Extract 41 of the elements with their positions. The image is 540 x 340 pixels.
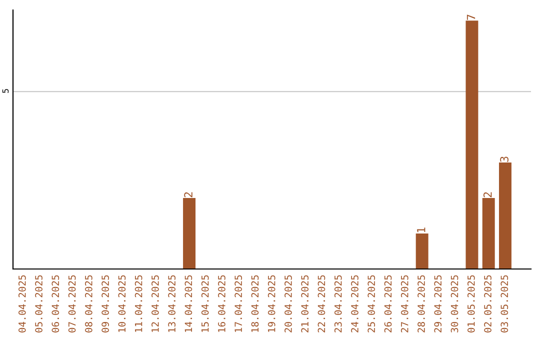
x-tick-label: 06.04.2025 bbox=[52, 275, 60, 332]
bar bbox=[466, 20, 478, 269]
x-tick-label: 13.04.2025 bbox=[168, 275, 176, 332]
x-tick-label: 24.04.2025 bbox=[351, 275, 358, 332]
x-tick-label: 03.05.2025 bbox=[500, 275, 508, 332]
x-tick-label: 25.04.2025 bbox=[368, 275, 376, 332]
data-label: 2 bbox=[483, 192, 492, 198]
bar bbox=[498, 162, 512, 269]
x-tick-label: 09.04.2025 bbox=[102, 275, 109, 332]
x-tick-label: 17.04.2025 bbox=[234, 275, 242, 332]
x-tick-label: 30.04.2025 bbox=[450, 275, 458, 332]
x-tick-label: 22.04.2025 bbox=[318, 275, 326, 332]
x-tick-label: 01.05.2025 bbox=[467, 275, 475, 332]
x-tick-label: 21.04.2025 bbox=[301, 275, 309, 332]
bar bbox=[183, 198, 196, 269]
x-tick-label: 23.04.2025 bbox=[334, 275, 342, 332]
x-tick-label: 29.04.2025 bbox=[434, 275, 442, 332]
data-label: 1 bbox=[417, 228, 426, 232]
x-tick-label: 28.04.2025 bbox=[418, 275, 425, 332]
x-tick-label: 19.04.2025 bbox=[268, 275, 276, 332]
x-tick-label: 05.04.2025 bbox=[35, 275, 42, 332]
bar bbox=[482, 198, 495, 269]
data-label: 3 bbox=[500, 156, 508, 162]
x-tick-label: 07.04.2025 bbox=[68, 275, 76, 332]
x-tick-label: 20.04.2025 bbox=[284, 275, 292, 332]
y-tick-label: 5 bbox=[2, 89, 9, 93]
bar bbox=[416, 234, 428, 269]
x-tick-label: 12.04.2025 bbox=[152, 275, 159, 332]
x-tick-label: 10.04.2025 bbox=[118, 275, 126, 332]
x-tick-label: 18.04.2025 bbox=[251, 275, 259, 332]
x-tick-label: 14.04.2025 bbox=[184, 275, 192, 332]
x-tick-label: 04.04.2025 bbox=[18, 275, 26, 332]
x-tick-label: 16.04.2025 bbox=[218, 275, 226, 332]
x-tick-label: 15.04.2025 bbox=[201, 275, 209, 332]
x-tick-label: 27.04.2025 bbox=[400, 275, 408, 332]
x-tick-label: 26.04.2025 bbox=[384, 275, 392, 332]
x-tick-label: 11.04.2025 bbox=[134, 275, 142, 332]
x-tick-label: 08.04.2025 bbox=[84, 275, 92, 332]
data-label: 7 bbox=[466, 14, 476, 20]
x-tick-label: 02.05.2025 bbox=[484, 275, 492, 332]
data-label: 2 bbox=[184, 192, 192, 198]
